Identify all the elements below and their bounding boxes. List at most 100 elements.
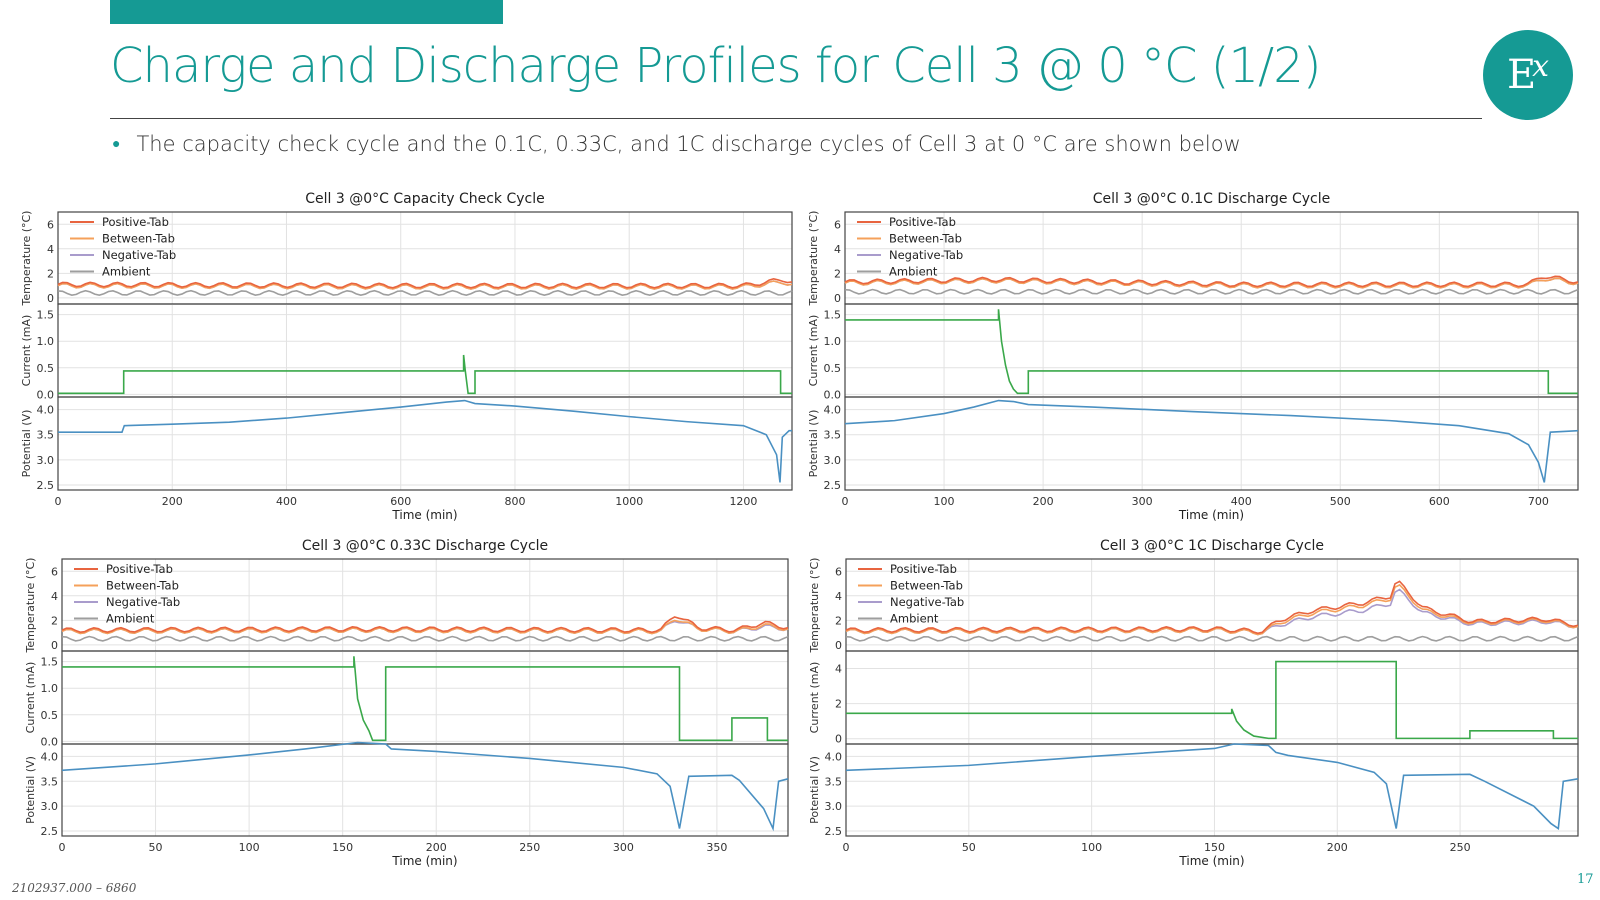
x-tick-label: 1000 bbox=[615, 495, 643, 508]
y-tick-label: 4 bbox=[51, 590, 58, 603]
y-tick-label: 0.5 bbox=[824, 362, 842, 375]
legend-entry: Between-Tab bbox=[106, 579, 179, 593]
legend-entry: Ambient bbox=[889, 265, 938, 279]
y-tick-label: 6 bbox=[51, 565, 58, 578]
x-tick-label: 300 bbox=[613, 841, 634, 854]
legend-entry: Between-Tab bbox=[102, 232, 175, 246]
x-axis-label: Time (min) bbox=[1178, 508, 1244, 522]
x-tick-label: 100 bbox=[239, 841, 260, 854]
legend-entry: Ambient bbox=[106, 612, 155, 626]
y-tick-label: 3.5 bbox=[37, 429, 55, 442]
y-tick-label: 4.0 bbox=[825, 750, 843, 763]
panel-frame bbox=[57, 303, 793, 398]
potential-line bbox=[844, 399, 1579, 483]
y-axis-label: Potential (V) bbox=[807, 410, 820, 478]
panel-frame bbox=[57, 396, 793, 491]
series-line-ambient bbox=[61, 635, 789, 642]
slide-title: Charge and Discharge Profiles for Cell 3… bbox=[110, 38, 1321, 94]
y-tick-label: 2.5 bbox=[41, 825, 59, 838]
footer-doc-number: 2102937.000 – 6860 bbox=[12, 881, 137, 895]
title-divider bbox=[110, 118, 1482, 119]
y-tick-label: 4.0 bbox=[824, 404, 842, 417]
legend-entry: Between-Tab bbox=[889, 232, 962, 246]
y-tick-label: 3.5 bbox=[41, 775, 59, 788]
y-tick-label: 4.0 bbox=[37, 404, 55, 417]
y-tick-label: 2.5 bbox=[824, 479, 842, 492]
potential-line bbox=[58, 399, 792, 483]
x-tick-label: 0 bbox=[55, 495, 62, 508]
series-line-positive-tab bbox=[61, 616, 789, 634]
x-tick-label: 200 bbox=[162, 495, 183, 508]
x-tick-label: 1200 bbox=[729, 495, 757, 508]
x-axis-label: Time (min) bbox=[391, 854, 457, 868]
bullet-point: ● The capacity check cycle and the 0.1C, … bbox=[112, 132, 1241, 156]
y-tick-label: 0.0 bbox=[37, 388, 55, 401]
x-tick-label: 0 bbox=[59, 841, 66, 854]
legend-entry: Positive-Tab bbox=[102, 215, 169, 229]
y-axis-label: Current (mA) bbox=[808, 662, 821, 734]
y-tick-label: 3.0 bbox=[824, 454, 842, 467]
y-tick-label: 2 bbox=[835, 698, 842, 711]
legend-entry: Negative-Tab bbox=[889, 248, 963, 262]
bullet-text: The capacity check cycle and the 0.1C, 0… bbox=[136, 132, 1241, 156]
x-tick-label: 250 bbox=[519, 841, 540, 854]
y-tick-label: 6 bbox=[834, 218, 841, 231]
legend-entry: Positive-Tab bbox=[106, 562, 173, 576]
y-axis-label: Temperature (°C) bbox=[807, 211, 820, 307]
y-tick-label: 2 bbox=[47, 267, 54, 280]
potential-line bbox=[61, 741, 789, 832]
x-tick-label: 600 bbox=[1429, 495, 1450, 508]
panel-frame bbox=[844, 303, 1579, 398]
y-tick-label: 2.5 bbox=[825, 825, 843, 838]
x-tick-label: 50 bbox=[149, 841, 163, 854]
y-tick-label: 3.0 bbox=[41, 800, 59, 813]
x-tick-label: 200 bbox=[1327, 841, 1348, 854]
y-tick-label: 2 bbox=[834, 267, 841, 280]
current-line bbox=[845, 309, 1578, 395]
legend-entry: Negative-Tab bbox=[890, 595, 964, 609]
chart-title: Cell 3 @0°C 1C Discharge Cycle bbox=[1100, 538, 1324, 554]
y-tick-label: 3.5 bbox=[825, 775, 843, 788]
y-tick-label: 3.5 bbox=[824, 429, 842, 442]
x-tick-label: 0 bbox=[842, 495, 849, 508]
y-tick-label: 0 bbox=[51, 639, 58, 652]
x-tick-label: 400 bbox=[276, 495, 297, 508]
chart-title: Cell 3 @0°C 0.1C Discharge Cycle bbox=[1093, 191, 1330, 207]
y-tick-label: 0.5 bbox=[37, 362, 55, 375]
y-tick-label: 3.0 bbox=[37, 454, 55, 467]
legend-entry: Positive-Tab bbox=[889, 215, 956, 229]
series-line-ambient bbox=[844, 288, 1579, 295]
y-tick-label: 0 bbox=[835, 733, 842, 746]
legend-entry: Negative-Tab bbox=[106, 595, 180, 609]
y-tick-label: 0 bbox=[47, 292, 54, 305]
x-tick-label: 200 bbox=[426, 841, 447, 854]
series-line-between-tab bbox=[61, 619, 789, 635]
header-accent-bar bbox=[110, 0, 503, 24]
y-axis-label: Potential (V) bbox=[24, 756, 37, 824]
logo-letter: E bbox=[1506, 52, 1537, 98]
legend-entry: Ambient bbox=[102, 265, 151, 279]
legend-entry: Between-Tab bbox=[890, 579, 963, 593]
y-axis-label: Temperature (°C) bbox=[24, 558, 37, 654]
y-tick-label: 1.5 bbox=[824, 309, 842, 322]
y-tick-label: 1.5 bbox=[41, 656, 59, 669]
series-line-ambient bbox=[845, 635, 1579, 642]
panel-frame bbox=[844, 396, 1579, 491]
x-tick-label: 600 bbox=[390, 495, 411, 508]
y-axis-label: Temperature (°C) bbox=[20, 211, 33, 307]
x-tick-label: 700 bbox=[1528, 495, 1549, 508]
x-tick-label: 150 bbox=[332, 841, 353, 854]
y-axis-label: Temperature (°C) bbox=[808, 558, 821, 654]
x-tick-label: 500 bbox=[1330, 495, 1351, 508]
x-tick-label: 350 bbox=[706, 841, 727, 854]
page-number: 17 bbox=[1577, 872, 1594, 887]
y-tick-label: 2 bbox=[835, 614, 842, 627]
y-tick-label: 0 bbox=[834, 292, 841, 305]
x-tick-label: 200 bbox=[1033, 495, 1054, 508]
x-tick-label: 0 bbox=[843, 841, 850, 854]
y-tick-label: 0.0 bbox=[41, 735, 59, 748]
current-line bbox=[58, 354, 792, 395]
panel-frame bbox=[61, 743, 789, 837]
x-tick-label: 400 bbox=[1231, 495, 1252, 508]
